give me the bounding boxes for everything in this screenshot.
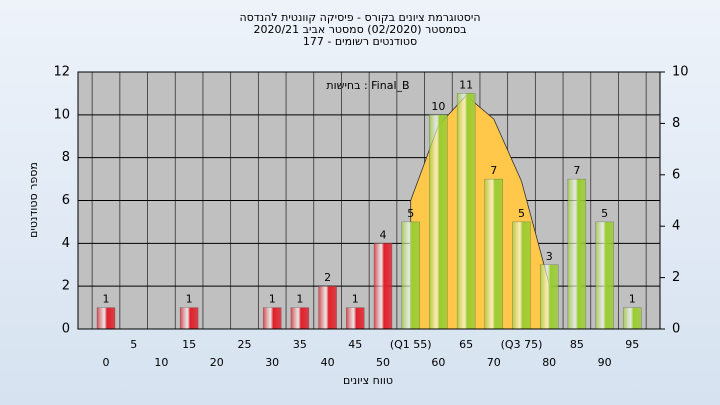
y-tick-label: 10 — [53, 107, 70, 122]
bar — [373, 243, 393, 330]
x-tick-label: (Q3 75) — [501, 338, 543, 351]
y2-tick-label: 10 — [672, 65, 689, 80]
data-label: 2 — [324, 271, 331, 284]
bar — [346, 307, 365, 330]
bar — [179, 307, 199, 330]
bar — [290, 307, 310, 330]
data-label: 5 — [601, 207, 608, 220]
data-label: 1 — [269, 293, 276, 306]
x-tick-label: 5 — [130, 338, 137, 351]
data-label: 7 — [573, 164, 580, 177]
data-label: 1 — [186, 293, 193, 306]
data-label: 5 — [407, 207, 414, 220]
x-tick-label: 15 — [182, 338, 196, 351]
data-label: 11 — [459, 78, 473, 91]
bar — [484, 178, 503, 330]
plot-border — [77, 71, 661, 330]
x-tick-label: 50 — [376, 356, 390, 369]
y2-tick-label: 8 — [672, 116, 680, 131]
data-label: 1 — [352, 293, 359, 306]
data-label: 1 — [296, 293, 303, 306]
x-tick-label: 90 — [598, 356, 612, 369]
data-label: 10 — [431, 100, 445, 113]
y2-tick-label: 2 — [672, 270, 680, 285]
y-tick-label: 8 — [62, 150, 70, 165]
x-tick-label: 95 — [625, 338, 639, 351]
y-tick-label: 4 — [62, 236, 70, 251]
data-label: 7 — [490, 164, 497, 177]
data-label: 1 — [629, 293, 636, 306]
data-label: 4 — [380, 228, 387, 241]
x-tick-label: 60 — [431, 356, 445, 369]
bar — [401, 221, 420, 330]
chart-subtitle: בסמסטר (02/2020) סמסטר אביב 2020/21 — [253, 23, 466, 36]
x-tick-label: 30 — [265, 356, 279, 369]
y-axis-label: מספר סטודנטים — [27, 162, 40, 238]
data-label: 5 — [518, 207, 525, 220]
y2-tick-label: 6 — [672, 167, 680, 182]
y-tick-label: 2 — [62, 279, 70, 294]
bar — [429, 114, 448, 330]
x-tick-label: 85 — [570, 338, 584, 351]
x-tick-label: 40 — [321, 356, 335, 369]
bar — [96, 307, 116, 330]
bar — [263, 307, 282, 330]
bar — [512, 221, 531, 330]
x-tick-label: 65 — [459, 338, 473, 351]
x-tick-label: (Q1 55) — [390, 338, 432, 351]
annotation: בחישות : Final_B — [326, 79, 409, 92]
chart-title: היסטוגרמת ציונים בקורס - פיסיקה קוונטית … — [239, 11, 480, 24]
x-tick-label: 20 — [210, 356, 224, 369]
x-tick-label: 25 — [238, 338, 252, 351]
x-tick-label: 70 — [487, 356, 501, 369]
bar — [567, 178, 587, 330]
bar — [595, 221, 614, 330]
x-tick-label: 10 — [154, 356, 168, 369]
y2-tick-label: 0 — [672, 322, 680, 337]
y-tick-label: 6 — [62, 193, 70, 208]
bar — [540, 264, 559, 330]
bar — [318, 286, 337, 330]
x-tick-label: 0 — [103, 356, 110, 369]
bar — [623, 307, 642, 330]
x-tick-label: 80 — [542, 356, 556, 369]
x-tick-label: 45 — [348, 338, 362, 351]
x-axis-label: טווח ציונים — [343, 374, 393, 387]
data-label: 3 — [546, 250, 553, 263]
y-tick-label: 12 — [53, 65, 70, 80]
bar — [456, 93, 476, 330]
y2-tick-label: 4 — [672, 219, 680, 234]
y-tick-label: 0 — [62, 322, 70, 337]
data-label: 1 — [103, 293, 110, 306]
x-tick-label: 35 — [293, 338, 307, 351]
chart-subtitle: סטודנטים רשומים - 177 — [303, 35, 417, 48]
